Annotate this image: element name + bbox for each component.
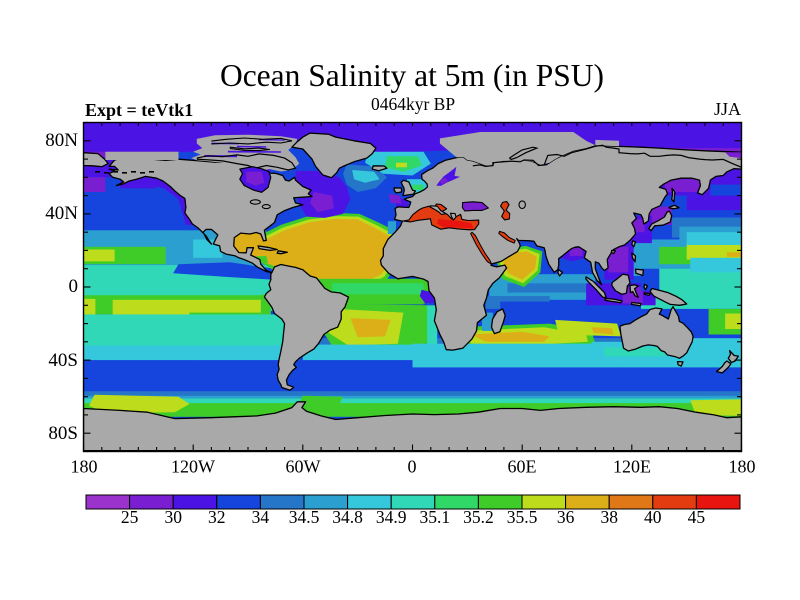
svg-text:30: 30 <box>164 507 182 527</box>
svg-text:120W: 120W <box>171 457 215 477</box>
svg-text:36: 36 <box>557 507 575 527</box>
svg-text:35.2: 35.2 <box>463 507 494 527</box>
svg-text:40N: 40N <box>45 203 78 224</box>
svg-text:34: 34 <box>252 507 270 527</box>
svg-text:25: 25 <box>121 507 139 527</box>
svg-text:0: 0 <box>408 457 417 477</box>
svg-text:JJA: JJA <box>714 99 741 119</box>
svg-text:0464kyr BP: 0464kyr BP <box>371 94 455 114</box>
svg-text:Ocean Salinity at 5m (in PSU): Ocean Salinity at 5m (in PSU) <box>220 58 604 93</box>
svg-text:38: 38 <box>600 507 618 527</box>
svg-text:80N: 80N <box>45 130 78 151</box>
svg-text:34.9: 34.9 <box>376 507 407 527</box>
svg-text:35.1: 35.1 <box>419 507 450 527</box>
svg-text:60W: 60W <box>286 457 321 477</box>
svg-text:40S: 40S <box>48 350 78 371</box>
svg-text:0: 0 <box>69 276 79 297</box>
svg-text:35.5: 35.5 <box>507 507 538 527</box>
svg-text:Expt = teVtk1: Expt = teVtk1 <box>85 100 193 120</box>
svg-text:40: 40 <box>644 507 662 527</box>
svg-text:34.8: 34.8 <box>332 507 363 527</box>
svg-text:60E: 60E <box>508 457 537 477</box>
svg-text:34.5: 34.5 <box>289 507 320 527</box>
svg-text:180: 180 <box>71 457 98 477</box>
svg-text:120E: 120E <box>613 457 651 477</box>
svg-text:32: 32 <box>208 507 226 527</box>
svg-text:80S: 80S <box>48 423 78 444</box>
svg-text:45: 45 <box>688 507 706 527</box>
svg-text:180: 180 <box>729 457 756 477</box>
